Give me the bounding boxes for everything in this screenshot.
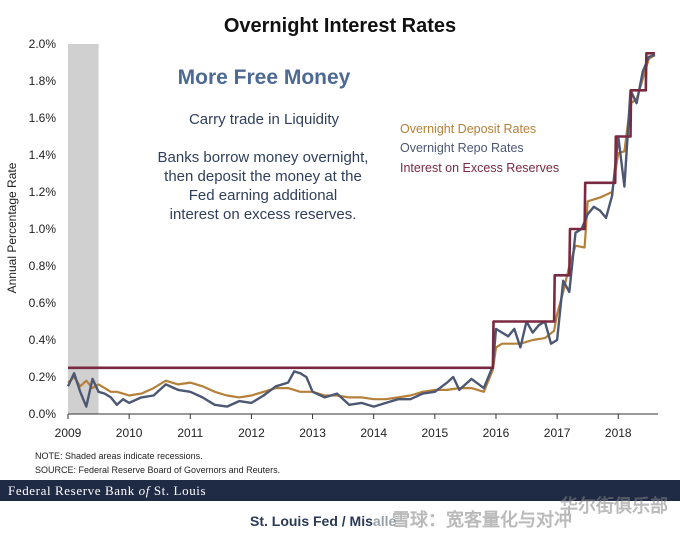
y-tick-label: 1.8% [29, 74, 57, 88]
annotation-body: Banks borrow money overnight, then deposi… [158, 149, 369, 223]
series-line-2 [66, 53, 656, 408]
y-tick-label: 0.6% [29, 296, 57, 310]
x-tick-label: 2011 [177, 426, 203, 440]
source-note: SOURCE: Federal Reserve Board of Governo… [35, 465, 281, 475]
chart: Overnight Interest Rates 0.0% 0.2% 0.4% 0.6… [5, 15, 658, 440]
legend-entry-ioer: Interest on Excess Reserves [400, 161, 559, 175]
bank-name-pre: Federal Reserve Bank [8, 483, 139, 498]
x-tick-label: 2009 [55, 426, 82, 440]
footer-bar [0, 480, 680, 501]
legend: Overnight Deposit Rates Overnight Repo R… [400, 122, 559, 175]
y-tick-label: 0.8% [29, 259, 57, 273]
y-axis-label: Annual Percentage Rate [5, 162, 19, 293]
x-tick-label: 2016 [483, 426, 510, 440]
x-tick-label: 2015 [421, 426, 448, 440]
annotation-body-line: Banks borrow money overnight, [158, 149, 369, 166]
credit-line: St. Louis Fed / Misalle [250, 513, 396, 529]
series-line-3 [68, 52, 655, 370]
legend-entry-deposit: Overnight Deposit Rates [400, 122, 536, 136]
x-tick-label: 2014 [360, 426, 387, 440]
credit-tail: alle [372, 513, 397, 529]
x-tick-label: 2012 [238, 426, 265, 440]
watermark-secondary: 华尔街俱乐部 [560, 496, 668, 516]
y-tick-label: 0.0% [29, 407, 57, 421]
chart-title: Overnight Interest Rates [224, 15, 456, 37]
bank-name: Federal Reserve Bank of St. Louis [8, 483, 206, 499]
y-tick-label: 1.0% [29, 222, 57, 236]
annotation-subhead: Carry trade in Liquidity [189, 111, 340, 128]
watermark-main: 雪球：宽客量化与对冲 [392, 510, 572, 530]
y-tick-label: 1.6% [29, 111, 57, 125]
y-tick-label: 1.4% [29, 148, 57, 162]
series-line-1 [67, 54, 656, 401]
recession-note: NOTE: Shaded areas indicate recessions. [35, 451, 203, 461]
bank-name-post: St. Louis [149, 483, 207, 498]
x-tick-label: 2017 [544, 426, 571, 440]
annotation-body-line: then deposit the money at the [164, 168, 362, 185]
y-tick-label: 0.2% [29, 370, 57, 384]
annotation-body-line: interest on excess reserves. [170, 206, 357, 223]
bank-name-of: of [138, 483, 150, 498]
credit-text: St. Louis Fed / Mis [250, 513, 373, 529]
legend-entry-repo: Overnight Repo Rates [400, 141, 524, 155]
y-tick-label: 1.2% [29, 185, 57, 199]
y-tick-label: 2.0% [29, 37, 57, 51]
x-tick-label: 2010 [116, 426, 143, 440]
x-tick-label: 2013 [299, 426, 326, 440]
annotation-headline: More Free Money [178, 66, 351, 89]
annotation-body-line: Fed earning additional [189, 187, 337, 204]
x-tick-label: 2018 [605, 426, 632, 440]
y-tick-label: 0.4% [29, 333, 57, 347]
recession-shading [68, 44, 99, 414]
